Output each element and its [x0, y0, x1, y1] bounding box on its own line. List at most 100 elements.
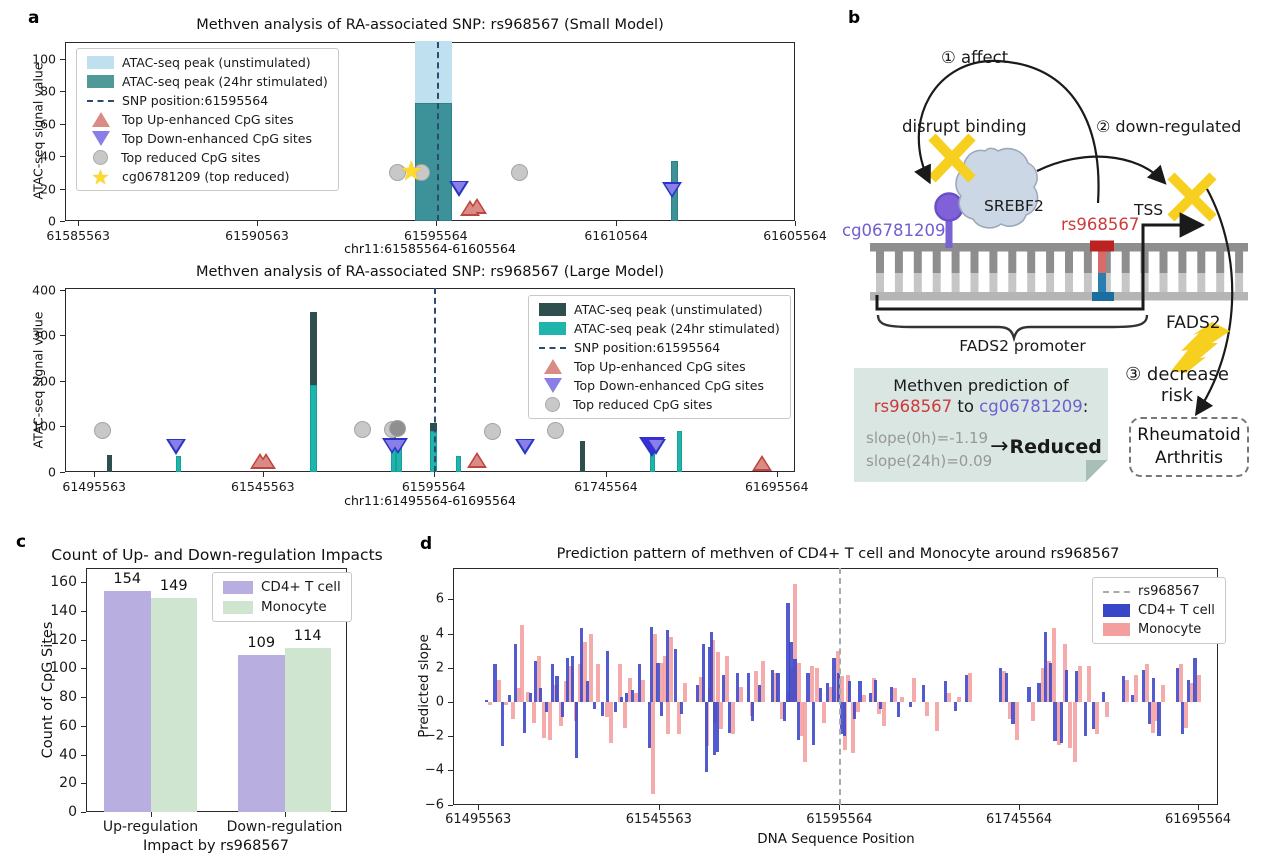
- snp-red-block: [1090, 240, 1114, 252]
- slope-bar-monocyte: [814, 667, 819, 702]
- slope-bar-cd4: [647, 702, 652, 749]
- a_small-y-tick-label: 20: [40, 181, 56, 197]
- slope-bar-monocyte: [1030, 702, 1035, 721]
- counts-y-tick-label: 40: [59, 746, 77, 763]
- slope-bar-monocyte: [947, 693, 952, 702]
- a_small-legend-row: ATAC-seq peak (24hr stimulated): [87, 74, 328, 89]
- slope-bar-monocyte: [622, 702, 627, 728]
- slope-bar-cd4: [1074, 671, 1079, 702]
- slope-24h-value: slope(24h)=0.09: [866, 452, 993, 470]
- counts-x-tick-mark: [284, 812, 286, 817]
- lightning-bolt-icon: [1171, 322, 1230, 373]
- a_large-legend-row: SNP position:61595564: [539, 340, 780, 355]
- legend-swatch-circle-icon: [92, 150, 108, 165]
- legend-label: ATAC-seq peak (24hr stimulated): [122, 74, 328, 89]
- a_small-x-tick-mark: [795, 221, 796, 226]
- slope-bar-monocyte: [925, 702, 930, 716]
- slope-bar-cd4: [852, 702, 857, 720]
- slope-bar-cd4: [501, 702, 505, 747]
- a_small-marker-reduced-circle: [389, 163, 407, 181]
- a_large-marker-up-triangle: [755, 457, 770, 469]
- panel-label-d: d: [420, 534, 433, 554]
- counts-y-tick-label: 0: [68, 804, 77, 820]
- slope-bar-cd4: [673, 648, 678, 702]
- slope-bar-cd4: [836, 672, 841, 702]
- counts-y-tick-mark: [81, 697, 86, 698]
- counts-x-axis-label: Impact by rs968567: [142, 838, 290, 854]
- slope-bar-monocyte: [547, 702, 552, 740]
- slope-bar-monocyte: [1008, 702, 1013, 720]
- slope-bar-cd4: [631, 690, 635, 702]
- slope-bar-monocyte: [739, 686, 744, 702]
- a_large-y-tick-mark: [60, 335, 65, 337]
- a_large-marker-down-triangle: [168, 440, 183, 452]
- a_large-x-tick-label: 61745564: [574, 479, 638, 494]
- slope-bar-cd4: [1181, 702, 1185, 735]
- counts-y-tick-label: 120: [50, 631, 77, 648]
- legend-swatch-rect-icon: [1103, 604, 1130, 617]
- slope-bar-cd4: [680, 702, 684, 714]
- counts-y-tick-label: 160: [50, 574, 77, 590]
- a_small-y-tick-mark: [60, 156, 65, 158]
- slope-bar-cd4: [879, 702, 883, 709]
- disrupt-binding-label: disrupt binding: [902, 117, 1027, 136]
- slope-bar-cd4: [665, 630, 669, 702]
- legend-swatch-rect-icon: [223, 600, 253, 614]
- slope-bar-monocyte: [882, 702, 887, 726]
- slopes-y-tick-mark: [448, 599, 453, 601]
- slope-bar-cd4: [601, 702, 605, 716]
- a_small-legend-row: Top reduced CpG sites: [87, 150, 328, 165]
- slopes-x-tick-mark: [1019, 805, 1021, 810]
- a_large-y-tick-label: 300: [32, 327, 56, 343]
- slopes-legend-row: Monocyte: [1103, 622, 1215, 637]
- slope-bar-cd4: [619, 696, 623, 702]
- counts-legend-row: CD4+ T cell: [223, 579, 341, 595]
- a_small-x-tick-label: 61605564: [763, 228, 827, 243]
- slope-bar-monocyte: [663, 655, 668, 702]
- slope-bar-cd4: [560, 702, 564, 718]
- slope-bar-monocyte: [850, 702, 855, 754]
- slope-bar-monocyte: [1150, 702, 1155, 733]
- legend-label: rs968567: [1138, 584, 1200, 599]
- slope-bar-cd4: [843, 702, 847, 737]
- dna-tooth-lower: [1083, 273, 1092, 292]
- rheumatoid-arthritis-box: Rheumatoid Arthritis: [1129, 417, 1249, 477]
- slope-bar-cd4: [592, 702, 597, 709]
- counts-bar-monocyte: [150, 597, 197, 812]
- legend-label: SNP position:61595564: [122, 93, 269, 108]
- slope-bar-cd4: [656, 662, 660, 702]
- slope-bar-monocyte: [1052, 628, 1057, 702]
- counts-value-label: 149: [159, 577, 188, 594]
- slope-bar-monocyte: [488, 702, 493, 705]
- slope-bar-cd4: [1048, 662, 1053, 702]
- legend-swatch-tri-up-icon: [543, 359, 562, 374]
- dna-tooth-upper: [989, 251, 998, 273]
- slope-bar-cd4: [889, 686, 893, 702]
- counts-y-tick-mark: [81, 754, 86, 756]
- slope-bar-monocyte: [1068, 702, 1073, 749]
- dna-tooth-upper: [1178, 251, 1187, 273]
- slopes-y-tick-label: −4: [424, 762, 444, 778]
- dna-tooth-lower: [951, 273, 960, 292]
- counts-y-tick-mark: [81, 725, 86, 727]
- note-rs-id: rs968567: [873, 397, 953, 416]
- slope-bar-monocyte: [1196, 674, 1201, 702]
- slope-bar-monocyte: [876, 702, 881, 714]
- dna-tooth-lower: [1102, 273, 1111, 292]
- a_large-x-tick-label: 61545563: [231, 479, 295, 494]
- slope-bar-monocyte: [1094, 702, 1099, 735]
- legend-swatch-rect-icon: [1103, 623, 1130, 636]
- slope-bar-monocyte: [796, 662, 801, 702]
- tss-label: TSS: [1134, 201, 1164, 219]
- a_large-x-tick-mark: [94, 472, 96, 477]
- a_large-y-tick-mark: [60, 472, 65, 473]
- legend-label: Monocyte: [1138, 622, 1202, 637]
- slope-bar-cd4: [832, 657, 836, 702]
- slope-bar-cd4: [605, 650, 610, 702]
- legend-swatch-rect-icon: [539, 322, 566, 335]
- slope-bar-monocyte: [731, 702, 736, 735]
- slopes-x-tick-label: 61545563: [625, 812, 692, 827]
- dna-tooth-upper: [1008, 251, 1017, 273]
- slopes-x-tick-label: 61695564: [1165, 812, 1232, 827]
